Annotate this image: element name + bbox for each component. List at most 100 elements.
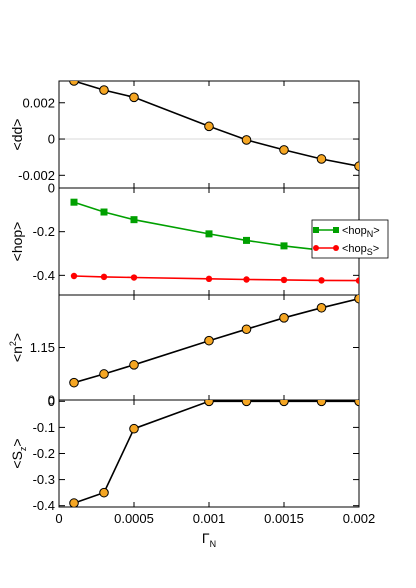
panel-n2: 1.15 0 <n2> (8, 294, 360, 408)
y-tick-label: -0.3 (33, 472, 55, 487)
series-line (73, 275, 359, 282)
y-tick-label: 0.002 (22, 95, 55, 110)
y-tick-label: -0.2 (33, 446, 55, 461)
series-dd-0 (69, 81, 359, 172)
legend-marker (313, 227, 319, 233)
data-point (69, 377, 79, 388)
data-point (279, 313, 289, 323)
y-tick-label: -0.2 (33, 224, 55, 239)
data-point (205, 275, 213, 283)
legend-label-sub: N (367, 229, 374, 239)
x-tick-label: 0.002 (343, 511, 376, 526)
data-point (204, 121, 214, 132)
y-axis-label-end: > (9, 333, 25, 341)
panel-frame (58, 294, 360, 401)
data-point (354, 295, 359, 304)
y-tick-label: -0.4 (33, 498, 55, 513)
data-point (69, 498, 79, 507)
x-axis-label: ΓN (202, 530, 216, 549)
x-tick-label: 0 (55, 511, 62, 526)
data-point (70, 198, 78, 206)
data-point (130, 216, 138, 224)
legend-marker (333, 245, 339, 251)
legend-marker (333, 227, 339, 233)
legend-label-main: <hop (342, 225, 367, 237)
data-point (354, 161, 359, 172)
data-point (241, 400, 252, 407)
y-axis-label-sup: 2 (8, 341, 18, 346)
legend-label-end: > (373, 225, 379, 237)
y-tick-label: -0.1 (33, 420, 55, 435)
data-point (316, 400, 327, 407)
series-sz-0 (69, 400, 359, 507)
panel-dd: 0.002 0 -0.002 <dd> (9, 80, 360, 189)
data-point (243, 276, 250, 283)
x-axis-label-sub: N (210, 539, 217, 549)
data-point (279, 400, 289, 407)
legend-label: <hopN> (342, 225, 380, 239)
data-point (355, 277, 359, 284)
data-point (280, 242, 288, 250)
y-axis-label-end: > (9, 438, 25, 446)
data-point (204, 335, 214, 346)
data-point (99, 369, 109, 379)
data-point (129, 423, 139, 434)
data-point (100, 273, 108, 281)
panel-hop: 0-0.2-0.4<hop> <hopN><hopS> (9, 181, 389, 296)
y-tick-label: 1.15 (30, 340, 55, 355)
y-axis-label-main: <S (9, 451, 25, 469)
y-tick-label: -0.4 (33, 268, 55, 283)
y-tick-label: 0 (48, 132, 55, 147)
panel-sz: 0 -0.1 -0.2 -0.3 -0.4 <Sz> (9, 394, 360, 513)
data-point (99, 85, 109, 95)
x-tick-label: 0.001 (193, 511, 226, 526)
legend-marker (313, 245, 319, 251)
data-point (99, 487, 109, 498)
data-point (100, 208, 108, 216)
y-axis-label: <n2> (8, 333, 25, 362)
y-axis-label: <hop> (9, 222, 25, 262)
data-point (129, 360, 139, 370)
data-point (316, 302, 327, 313)
data-point (70, 272, 78, 280)
y-axis-label-main: <hop> (9, 222, 25, 262)
data-point (241, 324, 252, 335)
data-point (354, 400, 359, 407)
data-point (69, 81, 79, 86)
data-point (318, 277, 325, 284)
legend-label: <hopS> (342, 243, 379, 257)
y-tick-label: 0 (48, 394, 55, 409)
data-point (316, 154, 327, 164)
series-line (73, 81, 359, 167)
data-point (204, 400, 214, 407)
data-point (280, 276, 288, 284)
series-hop-1 (70, 272, 359, 284)
data-point (129, 92, 139, 103)
data-point (243, 236, 250, 244)
data-point (130, 274, 138, 281)
legend: <hopN><hopS> (311, 219, 389, 259)
x-tick-label: 0.0005 (114, 511, 154, 526)
legend-label-end: > (373, 243, 379, 255)
y-axis-label-sub: z (18, 446, 28, 451)
data-point (241, 135, 252, 145)
x-tick-label: 0.0015 (264, 511, 304, 526)
x-axis-label-main: Γ (202, 530, 210, 546)
y-axis-label-main: <n (9, 346, 25, 362)
panel-frame (58, 80, 360, 189)
y-axis-label: <Sz> (9, 438, 28, 468)
data-point (205, 230, 213, 238)
legend-box (311, 219, 389, 259)
legend-label-sub: S (367, 247, 373, 257)
y-tick-label: 0 (48, 181, 55, 196)
y-tick-label: -0.002 (18, 168, 55, 183)
y-tick-label: 0 (48, 393, 55, 408)
legend-label-main: <hop (342, 243, 367, 255)
series-n2-0 (69, 295, 359, 388)
y-axis-label: <dd> (9, 119, 25, 151)
series-line (73, 400, 359, 504)
series-line (73, 297, 359, 384)
data-point (279, 145, 289, 155)
y-axis-label-main: <dd> (9, 119, 25, 151)
